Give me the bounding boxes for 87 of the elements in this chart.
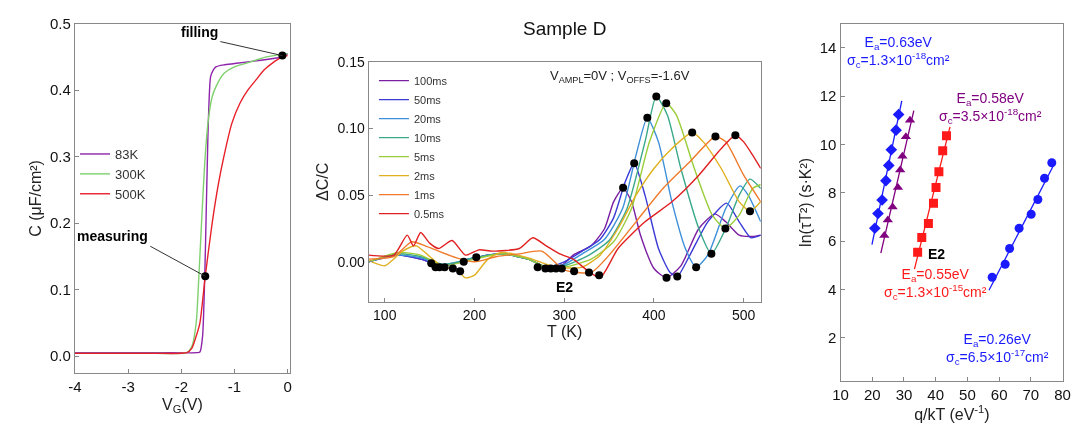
- x-tick-label: 40: [927, 386, 945, 404]
- point: [630, 159, 639, 168]
- x-tick-label: 0: [283, 378, 292, 396]
- point: [459, 257, 468, 266]
- x-axis-title: q/kT (eV$^{-1}$): [914, 403, 990, 423]
- y-axis-title: ln(τT²) (s·K²): [796, 157, 814, 247]
- x-tick-label: 70: [1022, 386, 1040, 404]
- y-tick-label: 0.00: [337, 253, 365, 270]
- point: [731, 131, 740, 140]
- point: [533, 263, 542, 272]
- text: E$_{a}$=0.58eV σ$_{c}$=3.5×10$^{-18}$cm²: [939, 90, 1042, 127]
- y-tick-label: 0.10: [337, 120, 365, 137]
- y-tick-label: 12: [819, 87, 837, 105]
- legend-label: 500K: [115, 186, 146, 202]
- annotation: E2: [556, 279, 574, 295]
- y-tick-label: 6: [828, 232, 837, 250]
- point: [721, 224, 730, 233]
- point: [456, 267, 465, 276]
- legend-label: 100ms: [413, 74, 448, 87]
- x-axis-title: V$_{G}$(V): [162, 396, 203, 416]
- text: E$_{a}$=0.55eV σ$_{c}$=1.3×10$^{-15}$cm²: [884, 266, 987, 303]
- x-tick-label: -2: [174, 378, 188, 396]
- y-axis-title: ΔC/C: [314, 162, 332, 201]
- y-tick-label: 0.05: [337, 187, 365, 204]
- x-tick-label: 200: [462, 306, 487, 323]
- y-tick-label: 8: [828, 184, 837, 201]
- text: E$_{a}$=0.63eV σ$_{c}$=1.3×10$^{-18}$cm²: [847, 34, 950, 71]
- point: [619, 183, 628, 192]
- point: [707, 249, 716, 258]
- legend-label: 10ms: [413, 131, 442, 144]
- legend-label: 2ms: [413, 169, 436, 182]
- y-tick-label: 14: [819, 39, 837, 57]
- point: [688, 128, 697, 137]
- y-tick-label: 10: [819, 135, 837, 153]
- x-tick-label: -1: [227, 378, 242, 396]
- legend-label: 50ms: [413, 93, 442, 106]
- point: [472, 253, 481, 262]
- x-tick-label: 60: [990, 386, 1008, 404]
- x-axis-title: T (K): [547, 323, 583, 341]
- y-tick-label: 0.4: [50, 81, 71, 99]
- legend-label: 1ms: [413, 188, 436, 201]
- y-tick-label: 0.0: [50, 347, 71, 365]
- legend-label: 300K: [115, 166, 146, 182]
- x-tick-label: -3: [121, 378, 135, 396]
- point: [595, 271, 604, 280]
- y-tick-label: 0.3: [50, 147, 71, 165]
- legend-label: 20ms: [413, 112, 442, 125]
- y-tick-label: 0.15: [337, 53, 365, 70]
- x-tick-label: 100: [373, 306, 397, 323]
- point: [585, 268, 593, 277]
- annotation: E2: [928, 246, 946, 262]
- x-tick-label: 80: [1054, 386, 1071, 404]
- x-tick-label: 300: [552, 306, 577, 323]
- point: [1047, 158, 1057, 168]
- annotation: measuring: [77, 228, 148, 244]
- point: [440, 263, 449, 272]
- x-tick-label: -4: [68, 378, 82, 396]
- text: E$_{a}$=0.26eV σ$_{c}$=6.5×10$^{-17}$cm²: [946, 331, 1049, 368]
- y-axis-title: C (μF/cm²): [26, 160, 44, 237]
- point: [557, 264, 566, 273]
- point: [643, 113, 652, 122]
- point: [692, 263, 701, 272]
- point: [745, 207, 754, 216]
- point: [662, 99, 671, 108]
- point: [897, 151, 908, 159]
- point: [570, 267, 579, 276]
- point: [448, 264, 457, 273]
- annotation: filling: [181, 24, 219, 40]
- point: [652, 92, 661, 101]
- y-tick-label: 2: [828, 328, 837, 346]
- x-tick-label: 30: [895, 386, 913, 404]
- legend-label: 83K: [115, 147, 139, 163]
- y-tick-label: 0.2: [50, 214, 71, 232]
- chart-title: Sample D: [523, 18, 607, 39]
- legend-label: 5ms: [413, 150, 436, 163]
- x-tick-label: 400: [642, 306, 666, 323]
- x-tick-label: 50: [959, 386, 976, 404]
- point: [662, 273, 671, 282]
- y-tick-label: 4: [828, 280, 837, 298]
- x-tick-label: 20: [863, 386, 881, 404]
- y-tick-label: 0.1: [50, 280, 71, 298]
- point: [673, 272, 682, 281]
- point: [711, 132, 720, 141]
- y-tick-label: 0.5: [50, 14, 71, 32]
- x-tick-label: 500: [732, 306, 756, 323]
- legend-label: 0.5ms: [413, 207, 445, 220]
- annotation: V$_{AMPL}$=0V ; V$_{OFFS}$=-1.6V: [550, 68, 690, 85]
